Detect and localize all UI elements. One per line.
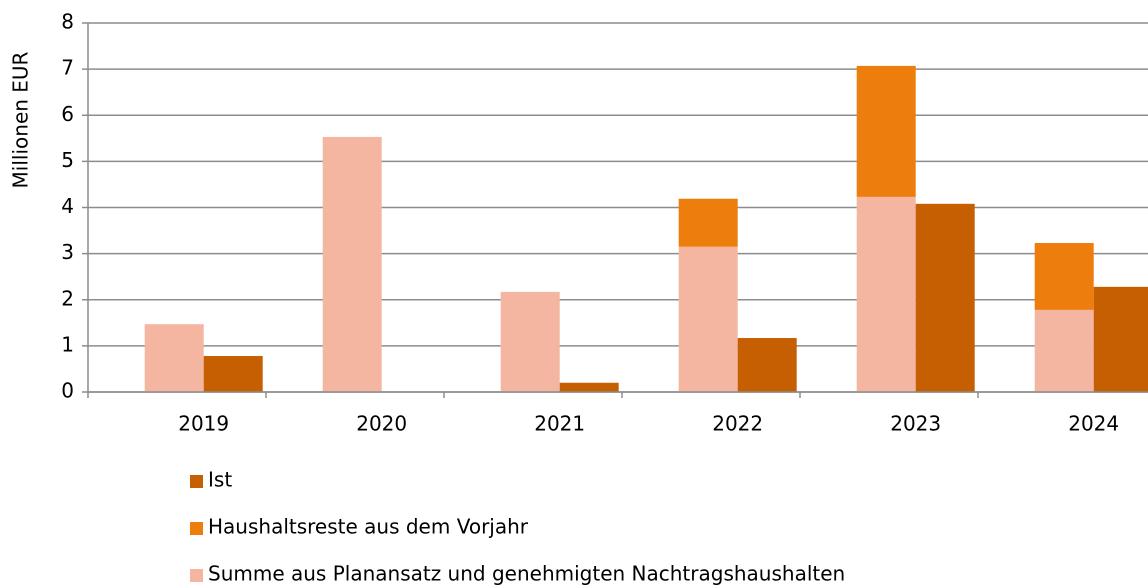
bar — [856, 65, 916, 197]
y-tick-label: 6 — [61, 102, 74, 126]
bar — [678, 246, 738, 392]
y-tick-label: 7 — [61, 56, 74, 80]
bar — [678, 198, 738, 247]
legend-label: Summe aus Planansatz und genehmigten Nac… — [208, 562, 845, 586]
y-tick-label: 1 — [61, 332, 74, 356]
bar — [1034, 309, 1094, 392]
bar — [856, 196, 916, 392]
legend-swatch — [190, 522, 203, 535]
legend-label: Haushaltsreste aus dem Vorjahr — [208, 515, 529, 539]
x-tick-label: 2019 — [178, 412, 229, 436]
x-tick-label: 2020 — [356, 412, 407, 436]
y-tick-label: 0 — [61, 379, 74, 403]
bar — [1093, 286, 1148, 392]
y-tick-label: 4 — [61, 194, 74, 218]
x-tick-label: 2022 — [712, 412, 763, 436]
bar — [144, 324, 204, 392]
bar — [500, 291, 560, 392]
bar — [559, 382, 619, 392]
y-tick-label: 5 — [61, 148, 74, 172]
bar — [322, 136, 382, 392]
bar — [1034, 243, 1094, 310]
bar — [915, 203, 975, 392]
y-tick-label: 3 — [61, 240, 74, 264]
bar — [737, 338, 797, 392]
legend-swatch — [190, 569, 203, 582]
bar — [203, 356, 263, 392]
y-tick-label: 2 — [61, 286, 74, 310]
x-tick-label: 2021 — [534, 412, 585, 436]
x-tick-label: 2023 — [890, 412, 941, 436]
legend-swatch — [190, 475, 203, 488]
legend-label: Ist — [208, 468, 232, 492]
y-tick-label: 8 — [61, 10, 74, 34]
y-axis-title: Millionen EUR — [9, 51, 33, 188]
x-tick-label: 2024 — [1068, 412, 1119, 436]
